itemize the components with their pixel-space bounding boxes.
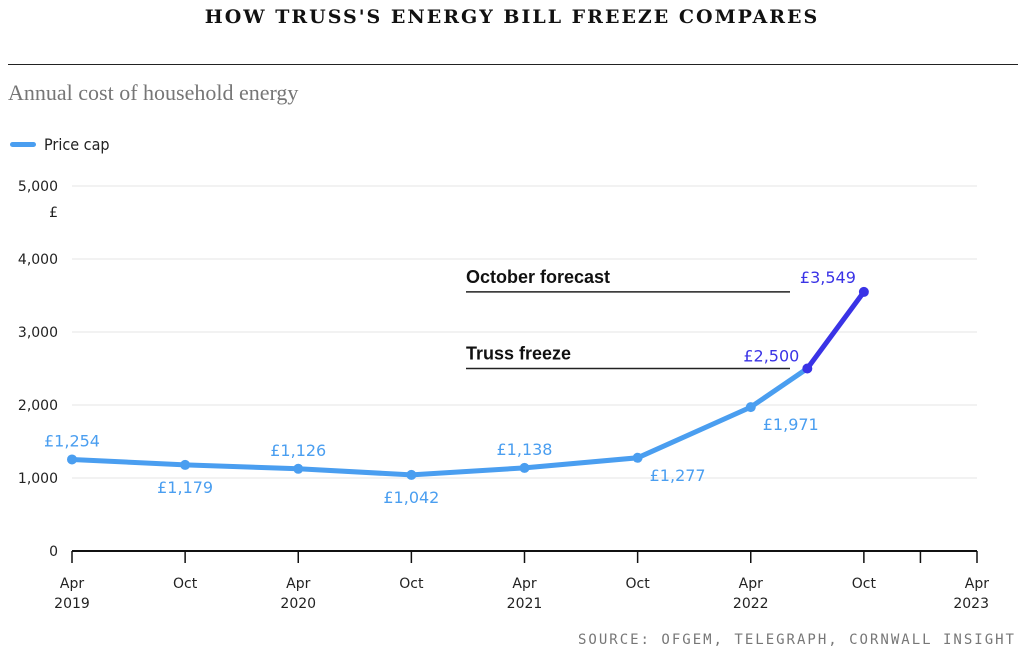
legend: Price cap: [10, 135, 110, 154]
annotation-label: Truss freeze: [466, 344, 571, 364]
y-tick-label: 0: [49, 544, 58, 560]
source-note: SOURCE: OFGEM, TELEGRAPH, CORNWALL INSIG…: [577, 632, 1016, 648]
y-axis-unit: £: [49, 205, 58, 221]
y-tick-label: 4,000: [18, 252, 58, 268]
x-tick-year-label: 2021: [507, 596, 543, 612]
data-label: £3,549: [800, 268, 856, 287]
data-label: £1,179: [157, 478, 213, 497]
data-point: [745, 402, 756, 413]
x-tick-label: Apr: [965, 576, 989, 592]
legend-label: Price cap: [44, 135, 110, 154]
data-label: £1,277: [650, 466, 706, 485]
forecast-line: [804, 289, 867, 371]
chart-subtitle: Annual cost of household energy: [8, 80, 299, 105]
data-point: [293, 463, 304, 474]
data-point: [406, 469, 417, 480]
x-tick-label: Oct: [852, 576, 877, 592]
y-tick-label: 3,000: [18, 325, 58, 341]
data-label: £1,254: [44, 431, 100, 450]
data-label: £1,042: [383, 488, 439, 507]
data-point: [858, 286, 869, 297]
x-tick-label: Oct: [626, 576, 651, 592]
x-tick-year-label: 2022: [733, 596, 769, 612]
x-tick-label: Oct: [399, 576, 424, 592]
data-label: £2,500: [743, 347, 799, 366]
price-cap-line: [69, 366, 810, 478]
data-point: [67, 454, 77, 465]
x-tick-label: Oct: [173, 576, 198, 592]
chart-title: HOW TRUSS'S ENERGY BILL FREEZE COMPARES: [204, 6, 820, 28]
data-point: [632, 452, 643, 463]
x-tick-year-label: 2023: [953, 596, 989, 612]
legend-swatch: [10, 142, 36, 147]
data-label: £1,138: [497, 440, 553, 459]
y-tick-label: 2,000: [18, 398, 58, 414]
x-tick-label: Apr: [739, 576, 763, 592]
y-tick-label: 1,000: [18, 471, 58, 487]
x-tick-label: Apr: [60, 576, 84, 592]
data-point: [519, 462, 530, 473]
data-point: [802, 363, 813, 374]
annotation-label: October forecast: [466, 267, 610, 287]
x-tick-year-label: 2020: [280, 596, 316, 612]
y-tick-label: 5,000: [18, 179, 58, 195]
data-label: £1,126: [270, 441, 326, 460]
data-point: [180, 459, 191, 470]
x-tick-label: Apr: [286, 576, 310, 592]
x-tick-label: Apr: [512, 576, 536, 592]
data-label: £1,971: [763, 415, 819, 434]
x-tick-year-label: 2019: [54, 596, 90, 612]
title-divider: [8, 64, 1018, 65]
